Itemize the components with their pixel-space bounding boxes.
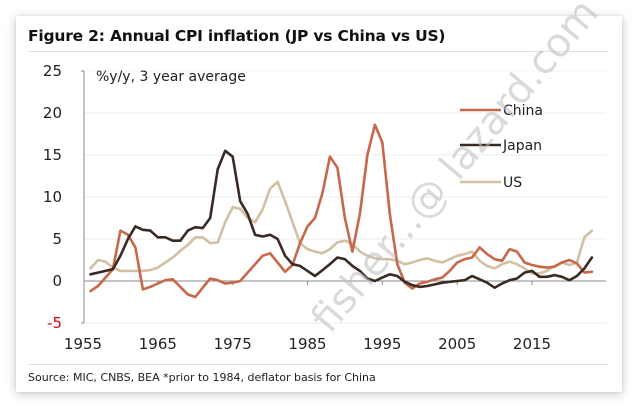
title-divider [28, 51, 608, 52]
legend-item-japan: Japan [460, 138, 542, 154]
source-note: Source: MIC, CNBS, BEA *prior to 1984, d… [28, 371, 376, 384]
unit-label: %y/y, 3 year average [96, 69, 246, 85]
figure-title: Figure 2: Annual CPI inflation (JP vs Ch… [28, 27, 446, 45]
x-tick-label: 1955 [64, 335, 102, 353]
y-tick-label: 15 [43, 146, 62, 164]
y-tick-label: 25 [43, 62, 62, 80]
y-tick-label: 20 [43, 104, 62, 122]
y-tick-label: 10 [43, 188, 62, 206]
x-tick-label: 2005 [438, 335, 476, 353]
y-tick-label: -5 [47, 314, 62, 332]
legend-item-us: US [460, 175, 522, 191]
series-line-china [89, 123, 594, 299]
series-line-japan [89, 149, 594, 290]
legend-item-china: China [460, 103, 543, 119]
x-tick-label: 1985 [288, 335, 326, 353]
legend-label: Japan [502, 138, 542, 154]
y-tick-label: 0 [52, 272, 62, 290]
legend: China Japan US [460, 103, 543, 191]
series-lines [89, 123, 594, 299]
watermark: fisher...@ lazard.com [302, 0, 607, 341]
y-tick-label: 5 [52, 230, 62, 248]
legend-label: China [503, 103, 543, 119]
legend-label: US [503, 175, 522, 191]
x-tick-label: 1965 [139, 335, 177, 353]
x-tick-label: 1975 [214, 335, 252, 353]
source-divider [28, 364, 608, 365]
series-line-us [89, 180, 594, 275]
x-tick-label: 2015 [513, 335, 551, 353]
x-tick-label: 1995 [363, 335, 401, 353]
